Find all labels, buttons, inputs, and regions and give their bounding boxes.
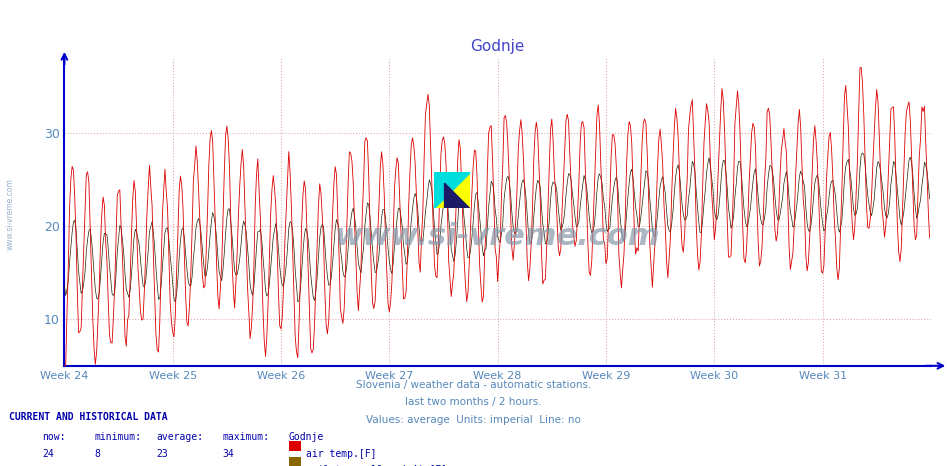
Text: www.si-vreme.com: www.si-vreme.com	[6, 178, 15, 250]
Text: -nan: -nan	[223, 465, 246, 466]
Polygon shape	[434, 172, 470, 208]
Text: Values: average  Units: imperial  Line: no: Values: average Units: imperial Line: no	[366, 415, 581, 425]
Text: maximum:: maximum:	[223, 432, 270, 442]
Text: 8: 8	[95, 449, 100, 459]
Text: www.si-vreme.com: www.si-vreme.com	[335, 222, 660, 251]
Text: -nan: -nan	[43, 465, 66, 466]
Text: air temp.[F]: air temp.[F]	[306, 449, 376, 459]
Text: CURRENT AND HISTORICAL DATA: CURRENT AND HISTORICAL DATA	[9, 412, 169, 422]
Text: -nan: -nan	[156, 465, 180, 466]
Text: minimum:: minimum:	[95, 432, 142, 442]
Text: average:: average:	[156, 432, 204, 442]
Text: 24: 24	[43, 449, 54, 459]
Text: Godnje: Godnje	[289, 432, 324, 442]
Title: Godnje: Godnje	[471, 39, 525, 55]
Text: soil temp. 10cm / 4in[F]: soil temp. 10cm / 4in[F]	[306, 465, 447, 466]
Text: last two months / 2 hours.: last two months / 2 hours.	[405, 397, 542, 407]
Polygon shape	[444, 183, 470, 208]
Polygon shape	[434, 172, 470, 208]
Text: -nan: -nan	[95, 465, 118, 466]
Text: 23: 23	[156, 449, 168, 459]
Text: Slovenia / weather data - automatic stations.: Slovenia / weather data - automatic stat…	[356, 380, 591, 390]
Text: 34: 34	[223, 449, 234, 459]
Text: now:: now:	[43, 432, 66, 442]
